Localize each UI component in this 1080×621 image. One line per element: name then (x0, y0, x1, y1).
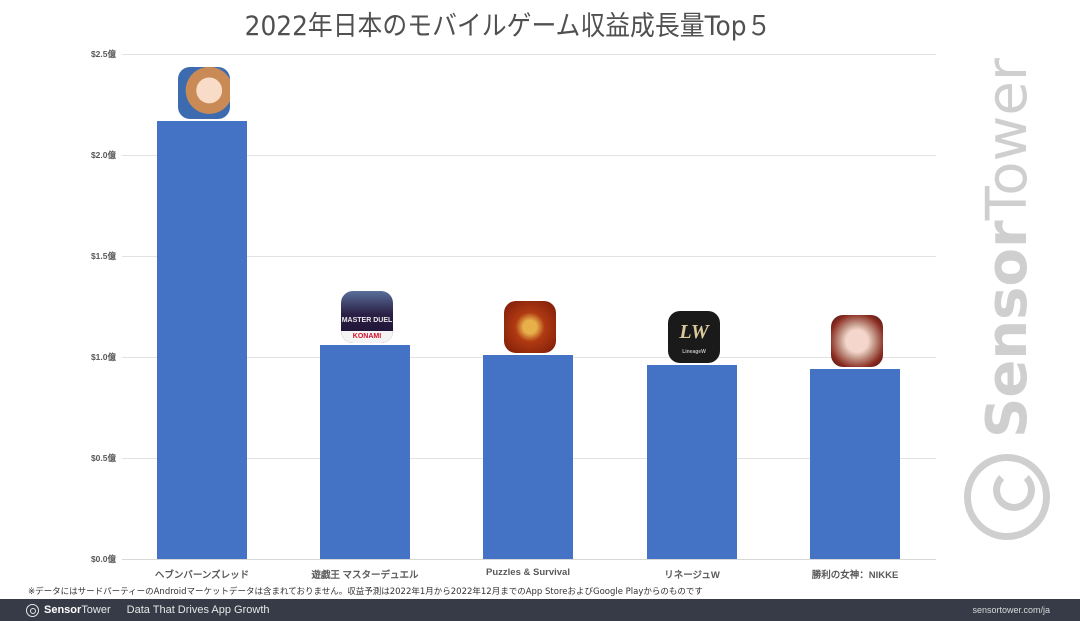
x-label: リネージュW (664, 570, 720, 581)
bar-nikke (810, 369, 900, 559)
footer-tagline: Data That Drives App Growth (126, 604, 270, 616)
watermark-regular-text: Tower (974, 58, 1040, 221)
footnote: ※データにはサードパーティーのAndroidマーケットデータは含まれておりません… (28, 587, 703, 597)
icon-text-lw: LW (679, 321, 709, 343)
x-label: 勝利の女神：NIKKE (811, 570, 899, 581)
x-label: ヘブンバーンズレッド (154, 570, 250, 581)
bar-yugioh-master-duel (320, 345, 410, 559)
bar-lineage-w (647, 365, 737, 559)
lineage-w-app-icon: LW LineageW (668, 311, 720, 363)
chart-title: 2022年日本のモバイルゲーム収益成長量Top５ (244, 11, 772, 42)
y-tick-label: $1.0億 (90, 352, 116, 362)
yugioh-master-duel-app-icon: MASTER DUEL KONAMI (341, 291, 393, 343)
bar-heaven-burns-red (157, 121, 247, 559)
y-tick-label: $1.5億 (90, 251, 116, 261)
gridline-2-0 (122, 155, 936, 156)
chart-plot-area: $2.5億 $2.0億 $1.5億 $1.0億 $0.5億 $0.0億 MAST… (90, 49, 936, 581)
y-tick-label: $0.0億 (90, 554, 116, 564)
heaven-burns-red-app-icon (178, 67, 230, 119)
x-label: Puzzles & Survival (486, 567, 570, 578)
puzzles-survival-app-icon (504, 301, 556, 353)
y-tick-label: $2.0億 (90, 150, 116, 160)
icon-text-konami: KONAMI (341, 331, 393, 343)
sensor-tower-watermark: Sensor Tower (952, 58, 1062, 540)
sensor-tower-logo-icon (964, 454, 1050, 540)
icon-text-master-duel: MASTER DUEL (341, 317, 393, 324)
sensor-tower-logo-icon (26, 603, 39, 617)
x-label: 遊戯王 マスターデュエル (311, 570, 419, 581)
footer-bar: Sensor Tower Data That Drives App Growth… (0, 599, 1080, 621)
footer-brand-regular: Tower (81, 604, 111, 616)
gridline-2-5 (122, 54, 936, 55)
gridline-0-0 (122, 559, 936, 560)
y-tick-label: $2.5億 (90, 49, 116, 59)
icon-text-lineagew: LineageW (682, 349, 706, 355)
watermark-bold-text: Sensor (974, 220, 1040, 438)
footer-brand-bold: Sensor (44, 604, 82, 616)
gridline-1-5 (122, 256, 936, 257)
nikke-app-icon (831, 315, 883, 367)
bar-puzzles-survival (483, 355, 573, 559)
y-tick-label: $0.5億 (90, 453, 116, 463)
footer-url-link[interactable]: sensortower.com/ja (972, 605, 1050, 615)
